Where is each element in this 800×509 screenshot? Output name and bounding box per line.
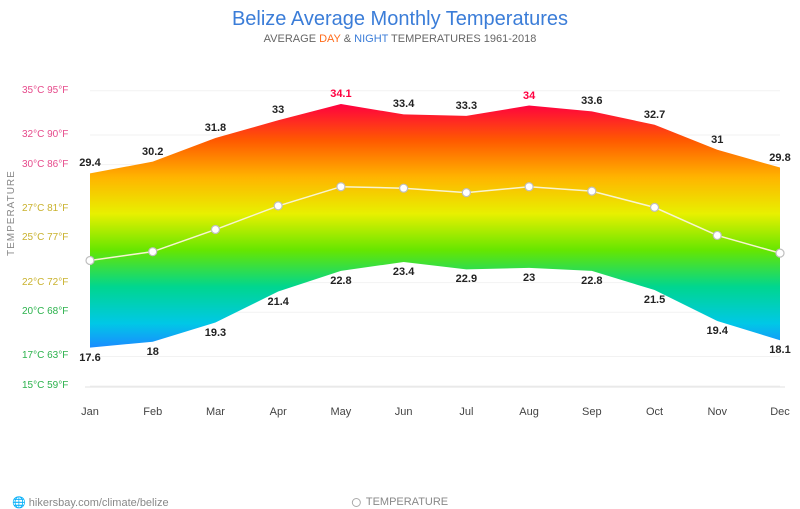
y-tick: 32°C 90°F (22, 129, 68, 140)
low-value-label: 23.4 (393, 266, 414, 278)
x-tick: Jan (81, 406, 99, 418)
x-tick: May (331, 406, 352, 418)
high-value-label: 33.6 (581, 95, 602, 107)
low-value-label: 19.4 (707, 325, 728, 337)
low-value-label: 23 (523, 272, 535, 284)
x-tick: Dec (770, 406, 790, 418)
high-value-label: 34 (523, 90, 535, 102)
chart-title: Belize Average Monthly Temperatures (0, 0, 800, 31)
sub-night: NIGHT (354, 33, 388, 45)
high-value-label: 30.2 (142, 146, 163, 158)
legend-marker-icon (352, 498, 361, 507)
low-value-label: 18 (147, 346, 159, 358)
source-text: hikersbay.com/climate/belize (29, 497, 169, 509)
low-value-label: 21.4 (267, 296, 288, 308)
legend: TEMPERATURE (352, 496, 448, 508)
chart-area: TEMPERATURE 15°C 59°F17°C 63°F20°C 68°F2… (0, 56, 800, 446)
x-tick: Feb (143, 406, 162, 418)
low-value-label: 21.5 (644, 294, 665, 306)
y-tick: 17°C 63°F (22, 350, 68, 361)
sub-amp: & (341, 33, 354, 45)
sub-day: DAY (319, 33, 341, 45)
x-tick: Oct (646, 406, 663, 418)
y-tick: 22°C 72°F (22, 277, 68, 288)
y-tick: 15°C 59°F (22, 380, 68, 391)
sub-suffix: TEMPERATURES 1961-2018 (388, 33, 536, 45)
x-tick: Jul (459, 406, 473, 418)
high-value-label: 33 (272, 104, 284, 116)
x-tick: Mar (206, 406, 225, 418)
y-tick: 27°C 81°F (22, 203, 68, 214)
y-tick: 20°C 68°F (22, 306, 68, 317)
high-value-label: 33.4 (393, 98, 414, 110)
legend-label: TEMPERATURE (366, 496, 448, 508)
y-tick: 35°C 95°F (22, 85, 68, 96)
high-value-label: 32.7 (644, 109, 665, 121)
low-value-label: 22.8 (581, 275, 602, 287)
high-value-label: 34.1 (330, 88, 351, 100)
y-tick: 30°C 86°F (22, 159, 68, 170)
low-value-label: 19.3 (205, 327, 226, 339)
high-value-label: 31 (711, 134, 723, 146)
low-value-label: 22.8 (330, 275, 351, 287)
x-tick: Nov (707, 406, 727, 418)
source-link[interactable]: 🌐 hikersbay.com/climate/belize (12, 496, 169, 509)
low-value-label: 18.1 (769, 344, 790, 356)
high-value-label: 31.8 (205, 122, 226, 134)
high-value-label: 33.3 (456, 100, 477, 112)
high-value-label: 29.8 (769, 152, 790, 164)
x-tick: Jun (395, 406, 413, 418)
low-value-label: 17.6 (79, 352, 100, 364)
x-tick: Sep (582, 406, 602, 418)
low-value-label: 22.9 (456, 273, 477, 285)
y-tick: 25°C 77°F (22, 232, 68, 243)
x-tick: Apr (270, 406, 287, 418)
high-value-label: 29.4 (79, 157, 100, 169)
chart-subtitle: AVERAGE DAY & NIGHT TEMPERATURES 1961-20… (0, 33, 800, 45)
x-tick: Aug (519, 406, 539, 418)
sub-prefix: AVERAGE (264, 33, 319, 45)
